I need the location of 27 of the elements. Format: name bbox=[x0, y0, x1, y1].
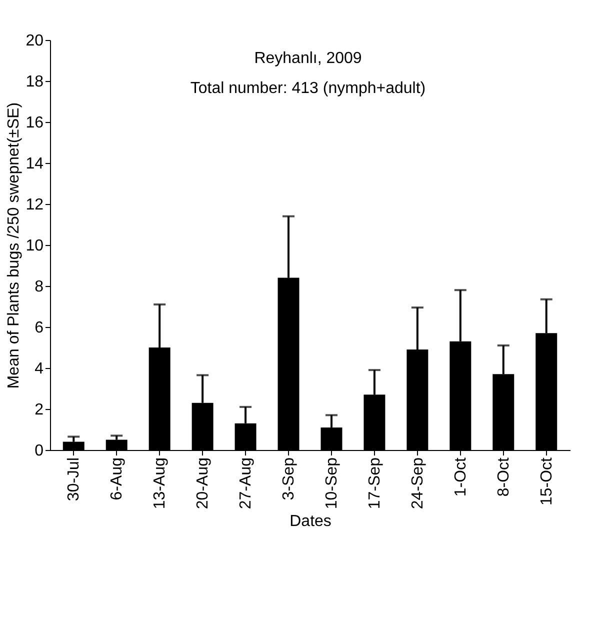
y-tick-label: 16 bbox=[26, 114, 44, 132]
x-tick-label: 8-Oct bbox=[495, 456, 512, 497]
x-tick-label: 1-Oct bbox=[452, 456, 470, 497]
x-tick-label: 20-Aug bbox=[194, 458, 212, 510]
y-tick-label: 2 bbox=[34, 402, 44, 418]
y-axis-title: Mean of Plants bugs /250 swepnet(±SE) bbox=[6, 102, 23, 389]
y-tick-label: 14 bbox=[26, 156, 44, 172]
y-tick-label: 10 bbox=[26, 238, 44, 254]
y-tick-label: 18 bbox=[26, 74, 44, 90]
y-tick-label: 4 bbox=[34, 360, 44, 378]
x-tick-label: 6-Aug bbox=[108, 458, 126, 500]
x-tick-label: 27-Aug bbox=[238, 458, 255, 510]
x-tick-label: 10-Sep bbox=[323, 457, 340, 510]
x-tick-label: 13-Aug bbox=[152, 458, 169, 510]
x-tick-label: 24-Sep bbox=[409, 457, 426, 510]
y-tick-label: 12 bbox=[26, 196, 44, 214]
x-tick-label: 15-Oct bbox=[538, 456, 556, 506]
x-tick-label: 17-Sep bbox=[366, 457, 384, 510]
y-tick-label: 8 bbox=[34, 278, 44, 296]
x-tick-label: 30-Jul bbox=[66, 458, 83, 502]
x-axis-title: Dates bbox=[290, 513, 332, 530]
x-tick-label: 3-Sep bbox=[280, 457, 298, 500]
y-tick-label: 0 bbox=[34, 442, 44, 460]
y-tick-label: 6 bbox=[34, 320, 44, 336]
annotation: Total number: 413 (nymph+adult) bbox=[190, 80, 426, 97]
annotation: Reyhanlı, 2009 bbox=[254, 50, 362, 67]
y-tick-label: 20 bbox=[26, 32, 44, 50]
